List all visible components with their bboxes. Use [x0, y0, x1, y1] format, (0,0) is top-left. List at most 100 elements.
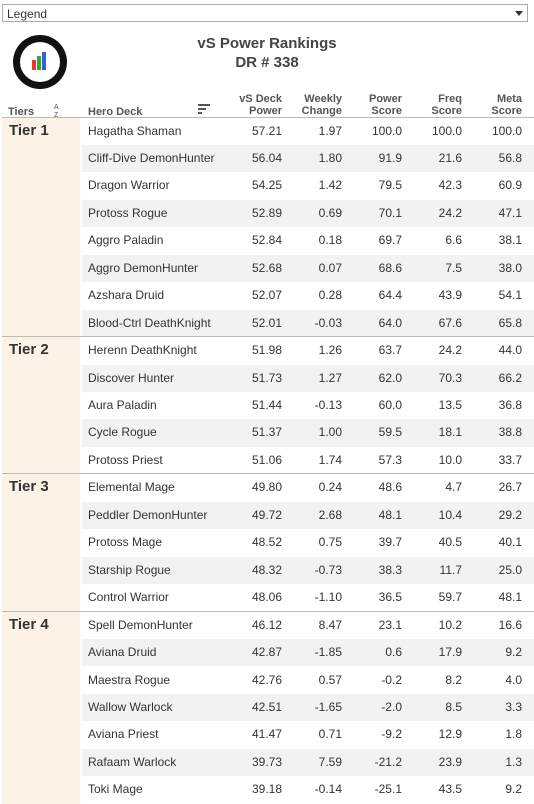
sort-icon[interactable]	[198, 103, 212, 115]
stat-cell: 36.8	[498, 398, 522, 412]
column-header: Tiers	[8, 106, 35, 118]
stat-cell: 24.2	[438, 343, 462, 358]
stat-cell: 12.9	[438, 727, 462, 742]
stat-cell: 51.44	[251, 398, 282, 412]
stat-cell: 0.07	[318, 260, 342, 275]
stat-cell: 8.2	[445, 672, 462, 687]
stat-cell: 0.57	[318, 672, 342, 687]
stat-cell: 39.7	[378, 535, 402, 550]
deck-name: Aggro DemonHunter	[88, 260, 199, 275]
column-header: Score	[431, 105, 462, 117]
stat-cell: 57.21	[251, 123, 282, 138]
stat-cell: 1.3	[505, 754, 522, 769]
stat-cell: 1.8	[505, 727, 522, 742]
row-shade	[82, 693, 534, 722]
stat-cell: 9.2	[505, 645, 522, 660]
stat-cell: 43.9	[438, 288, 462, 303]
stat-cell: 48.6	[378, 480, 402, 495]
column-header: Score	[371, 105, 402, 117]
deck-name: Aura Paladin	[88, 398, 157, 412]
stat-cell: 29.2	[498, 507, 522, 522]
stat-cell: 56.04	[251, 150, 282, 165]
stat-cell: 64.4	[378, 288, 402, 303]
stat-cell: 0.71	[318, 727, 342, 742]
row-shade	[82, 419, 534, 447]
stat-cell: 46.12	[251, 617, 282, 632]
stat-cell: 40.1	[498, 535, 522, 550]
column-header: Hero Deck	[88, 106, 143, 118]
stat-cell: 40.5	[438, 535, 462, 550]
stat-cell: -25.1	[374, 782, 402, 797]
legend-dropdown[interactable]: Legend	[2, 4, 528, 22]
stat-cell: 3.3	[505, 699, 522, 714]
deck-name: Elemental Mage	[88, 480, 175, 495]
stat-cell: 60.0	[378, 398, 402, 412]
row-shade	[82, 364, 534, 392]
stat-cell: 49.72	[251, 507, 282, 522]
column-header: Power	[368, 93, 402, 105]
stat-cell: 38.0	[498, 260, 522, 275]
stat-cell: 70.1	[378, 205, 402, 220]
row-shade	[82, 144, 534, 173]
stat-cell: 64.0	[378, 315, 402, 330]
deck-name: Maestra Rogue	[88, 672, 171, 687]
deck-name: Cycle Rogue	[88, 425, 157, 440]
stat-cell: 51.98	[251, 343, 282, 358]
stat-cell: 21.6	[438, 150, 462, 165]
stat-cell: 65.8	[498, 315, 522, 330]
stat-cell: 66.2	[498, 370, 522, 385]
stat-cell: 26.7	[498, 480, 522, 495]
stat-cell: 48.06	[251, 590, 282, 605]
row-shade	[82, 501, 534, 530]
stat-cell: 38.1	[498, 233, 522, 248]
svg-text:Z: Z	[54, 112, 59, 118]
stat-cell: 79.5	[378, 178, 402, 193]
stat-cell: 70.3	[438, 370, 462, 385]
stat-cell: 52.68	[251, 260, 282, 275]
stat-cell: 38.3	[378, 562, 402, 577]
deck-name: Spell DemonHunter	[88, 617, 193, 632]
stat-cell: 91.9	[378, 150, 402, 165]
tier-separator	[2, 116, 534, 118]
column-header: Change	[301, 105, 342, 117]
legend-label: Legend	[7, 7, 48, 21]
svg-text:A: A	[54, 104, 59, 111]
stat-cell: 100.0	[431, 123, 462, 138]
stat-cell: -1.10	[314, 590, 342, 605]
stat-cell: 63.7	[378, 343, 402, 358]
tier-separator	[2, 473, 534, 475]
stat-cell: 62.0	[378, 370, 402, 385]
stat-cell: 2.68	[318, 507, 342, 522]
row-shade	[82, 254, 534, 283]
deck-name: Toki Mage	[88, 782, 143, 797]
stat-cell: 0.18	[318, 233, 342, 248]
title: vS Power Rankings	[197, 35, 337, 52]
sort-icon[interactable]: AZ	[53, 102, 63, 118]
stat-cell: 1.26	[318, 343, 342, 358]
row-shade	[82, 199, 534, 228]
stat-cell: 6.6	[445, 233, 462, 248]
stat-cell: 36.5	[378, 590, 402, 605]
stat-cell: 1.00	[318, 425, 342, 440]
stat-cell: 100.0	[491, 123, 522, 138]
stat-cell: 52.01	[251, 315, 282, 330]
stat-cell: -2.0	[381, 699, 402, 714]
tier-band	[2, 117, 80, 338]
stat-cell: 43.5	[438, 782, 462, 797]
tier-label: Tier 1	[9, 121, 49, 139]
stat-cell: 69.7	[378, 233, 402, 248]
dropdown-arrow	[515, 11, 523, 16]
stat-cell: -0.14	[314, 782, 342, 797]
tier-label: Tier 3	[9, 478, 49, 496]
stat-cell: 48.1	[498, 590, 522, 605]
deck-name: Control Warrior	[88, 590, 169, 605]
row-shade	[82, 639, 534, 667]
stat-cell: 100.0	[371, 123, 402, 138]
stat-cell: 68.6	[378, 260, 402, 275]
deck-name: Dragon Warrior	[88, 178, 170, 193]
stat-cell: 48.52	[251, 535, 282, 550]
stat-cell: 11.7	[439, 562, 462, 577]
deck-name: Aggro Paladin	[88, 233, 164, 248]
logo	[13, 35, 67, 89]
